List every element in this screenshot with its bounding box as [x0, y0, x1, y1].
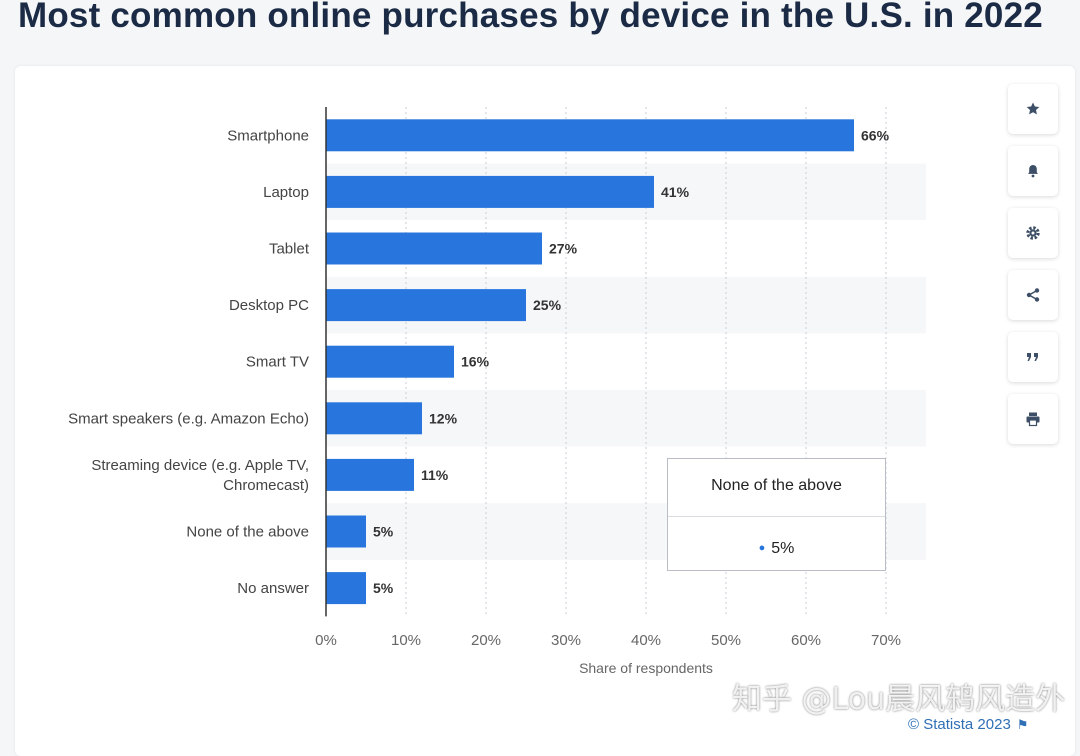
- print-button[interactable]: [1008, 394, 1058, 444]
- row-band: [326, 390, 926, 447]
- x-tick-label: 30%: [551, 632, 581, 649]
- bar: [326, 402, 422, 435]
- share-icon: [1025, 287, 1041, 303]
- data-label: 11%: [421, 467, 449, 483]
- x-tick-label: 10%: [391, 632, 421, 649]
- favorite-button[interactable]: [1008, 84, 1058, 134]
- category-label: Tablet: [269, 241, 310, 258]
- bar: [326, 232, 542, 265]
- watermark: 知乎 @Lou晨风鸫风造外: [732, 682, 1066, 717]
- bar-chart: 66% Smartphone 41% Laptop 27% Tablet 25% Deskto…: [68, 107, 926, 676]
- bar: [326, 515, 366, 548]
- statista-credit-link[interactable]: © Statista 2023 ⚑: [908, 716, 1028, 733]
- data-label: 5%: [373, 524, 394, 540]
- category-label: Desktop PC: [229, 297, 309, 314]
- data-label: 66%: [861, 127, 890, 143]
- tooltip-title: None of the above: [668, 459, 885, 517]
- bar: [326, 572, 366, 605]
- share-button[interactable]: [1008, 270, 1058, 320]
- x-tick-label: 50%: [711, 632, 741, 649]
- quote-icon: [1025, 349, 1041, 365]
- bar: [326, 175, 654, 208]
- category-label: No answer: [237, 580, 309, 597]
- credit-text: © Statista 2023: [908, 716, 1011, 733]
- gear-icon: [1025, 225, 1041, 241]
- x-tick-label: 60%: [791, 632, 821, 649]
- bar: [326, 458, 414, 491]
- x-tick-label: 40%: [631, 632, 661, 649]
- category-label: Smart TV: [246, 354, 309, 371]
- data-label: 16%: [461, 354, 490, 370]
- data-label: 5%: [373, 580, 394, 596]
- x-tick-label: 0%: [315, 632, 337, 649]
- data-label: 12%: [429, 410, 458, 426]
- notification-button[interactable]: [1008, 146, 1058, 196]
- star-icon: [1025, 101, 1041, 117]
- page-title: Most common online purchases by device i…: [18, 0, 1043, 35]
- bar: [326, 345, 454, 378]
- bar: [326, 119, 854, 152]
- tooltip-value-row: ● 5%: [668, 517, 885, 570]
- category-label: Streaming device (e.g. Apple TV,: [91, 457, 309, 474]
- x-tick-label: 70%: [871, 632, 901, 649]
- category-label: None of the above: [186, 524, 309, 541]
- category-label: Chromecast): [223, 477, 309, 494]
- tooltip-value: 5%: [771, 540, 795, 557]
- x-axis-title: Share of respondents: [579, 660, 713, 676]
- category-label: Smart speakers (e.g. Amazon Echo): [68, 410, 309, 427]
- data-label: 41%: [661, 184, 690, 200]
- x-tick-label: 20%: [471, 632, 501, 649]
- chart-tooltip: None of the above ● 5%: [667, 458, 886, 571]
- category-label: Laptop: [263, 184, 309, 201]
- settings-button[interactable]: [1008, 208, 1058, 258]
- flag-icon: ⚑: [1016, 717, 1029, 732]
- bar: [326, 289, 526, 322]
- tooltip-series-marker: ●: [758, 542, 766, 554]
- data-label: 27%: [549, 241, 578, 257]
- data-label: 25%: [533, 297, 562, 313]
- cite-button[interactable]: [1008, 332, 1058, 382]
- bell-icon: [1025, 163, 1041, 179]
- category-label: Smartphone: [227, 127, 309, 144]
- printer-icon: [1025, 411, 1041, 427]
